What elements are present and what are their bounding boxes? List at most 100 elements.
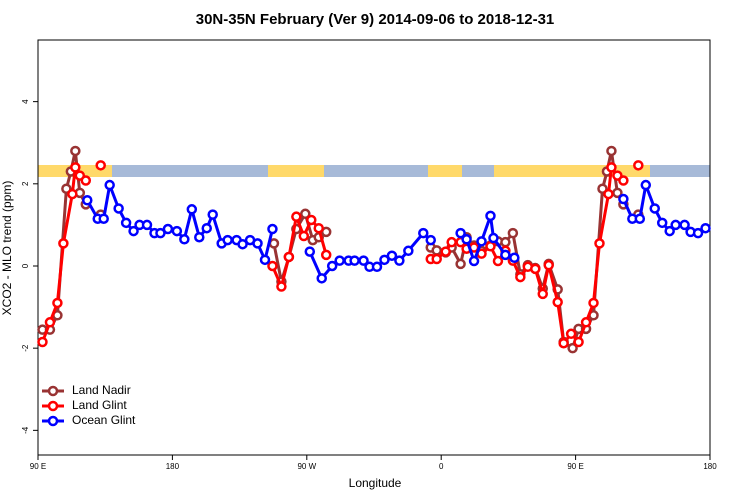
data-point (633, 160, 644, 171)
data-point (316, 273, 327, 284)
data-point (649, 203, 660, 214)
data-point (500, 236, 511, 248)
data-point (656, 217, 668, 229)
data-point (155, 227, 166, 239)
data-point (543, 259, 554, 271)
data-point (700, 222, 711, 234)
x-tick-label: 0 (439, 462, 444, 471)
data-point (403, 245, 414, 257)
data-point (371, 261, 383, 273)
data-point (431, 245, 442, 256)
data-point (455, 258, 466, 270)
y-tick-label: 0 (21, 263, 30, 268)
data-point (237, 238, 248, 250)
data-point (394, 255, 405, 266)
data-point (379, 254, 390, 266)
data-point (67, 188, 78, 200)
data-point (692, 227, 704, 239)
data-point (313, 222, 324, 234)
data-point (618, 175, 629, 186)
legend-label: Land Nadir (72, 383, 131, 397)
data-point (82, 194, 93, 206)
legend-swatch-marker (47, 385, 59, 397)
x-tick-label: 180 (703, 462, 717, 471)
data-point (431, 253, 442, 265)
data-point (128, 225, 139, 237)
land-band (428, 165, 462, 177)
data-point (500, 249, 511, 261)
data-point (37, 336, 48, 348)
data-point (580, 317, 592, 328)
data-point (425, 234, 436, 246)
data-point (606, 162, 617, 173)
data-point (530, 263, 541, 275)
data-point (120, 217, 132, 229)
data-point (252, 238, 263, 249)
data-point (507, 227, 519, 239)
data-point (386, 250, 398, 261)
data-point (70, 162, 81, 173)
land-band (494, 165, 650, 177)
data-point (300, 208, 311, 220)
legend-swatch-marker (47, 400, 59, 412)
data-point (267, 223, 278, 235)
data-point (141, 219, 153, 231)
data-point (222, 234, 233, 246)
data-point (179, 234, 190, 245)
y-tick-label: 2 (21, 181, 30, 186)
legend-label: Land Glint (72, 398, 127, 412)
data-point (291, 211, 302, 222)
data-point (80, 175, 92, 186)
data-point (640, 179, 652, 191)
data-point (283, 251, 295, 263)
x-tick-label: 90 E (567, 462, 583, 471)
data-point (418, 227, 429, 239)
data-point (567, 342, 578, 354)
data-point (485, 241, 496, 252)
data-point (207, 209, 218, 220)
data-point (440, 246, 451, 257)
data-point (461, 234, 472, 245)
data-point (259, 254, 271, 266)
data-point (537, 288, 548, 300)
data-point (558, 337, 569, 349)
data-point (455, 227, 466, 239)
data-point (113, 203, 124, 214)
data-point (44, 317, 56, 328)
y-axis-label: XCO2 - MLO trend (ppm) (0, 181, 14, 316)
data-point (70, 145, 81, 157)
legend-swatch-marker (47, 415, 59, 427)
data-point (634, 213, 646, 224)
data-point (488, 232, 499, 244)
y-tick-label: -2 (21, 344, 30, 352)
data-point (565, 328, 577, 340)
data-point (276, 281, 287, 292)
data-point (670, 219, 681, 231)
data-point (304, 246, 316, 257)
data-point (349, 255, 360, 266)
data-point (515, 271, 526, 283)
data-point (326, 260, 338, 272)
data-point (588, 310, 599, 321)
y-tick-label: -4 (21, 426, 30, 434)
data-point (104, 179, 115, 191)
data-point (492, 255, 504, 267)
data-point (552, 296, 563, 308)
data-point (171, 225, 183, 237)
x-tick-label: 90 E (30, 462, 46, 471)
land-band (268, 165, 324, 177)
data-point (95, 160, 106, 171)
chart-title: 30N-35N February (Ver 9) 2014-09-06 to 2… (196, 11, 555, 28)
data-point (664, 225, 675, 237)
y-tick-label: 4 (21, 99, 30, 104)
x-tick-label: 180 (166, 462, 180, 471)
data-point (306, 214, 317, 226)
data-point (194, 231, 205, 243)
data-point (679, 219, 690, 231)
data-point (162, 223, 174, 235)
data-point (606, 145, 617, 157)
data-point (573, 336, 584, 348)
